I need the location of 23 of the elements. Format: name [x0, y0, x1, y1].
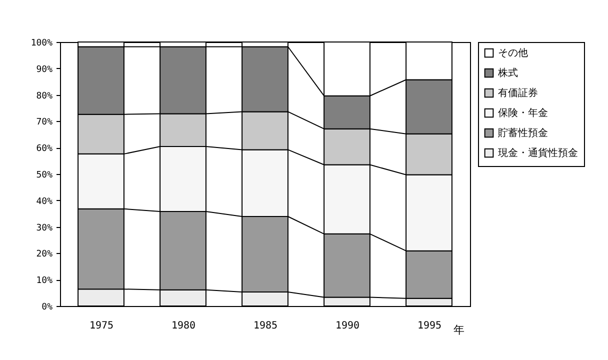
- y-tick-label: 60%: [36, 144, 54, 154]
- legend-label: 保険・年金: [498, 107, 548, 119]
- y-tick-label: 100%: [30, 38, 54, 48]
- y-tick-label: 40%: [36, 196, 54, 207]
- legend-label: 現金・通貨性預金: [498, 147, 578, 159]
- legend-label: 貯蓄性預金: [498, 127, 548, 139]
- x-tick-label: 1990: [335, 320, 360, 332]
- legend-label: その他: [498, 47, 528, 59]
- y-tick-label: 30%: [36, 223, 54, 234]
- y-tick-label: 50%: [36, 170, 54, 180]
- x-tick-label: 1995: [417, 320, 442, 332]
- x-tick-label: 1975: [89, 320, 114, 332]
- x-tick-label: 1985: [253, 320, 278, 332]
- y-tick-label: 10%: [36, 276, 54, 286]
- legend-label: 有価証券: [498, 87, 538, 99]
- legend-label: 株式: [497, 67, 518, 79]
- x-axis-title: 年: [454, 324, 464, 336]
- x-tick-label: 1980: [171, 320, 196, 332]
- y-tick-label: 20%: [36, 250, 54, 260]
- y-tick-label: 0%: [42, 302, 54, 312]
- y-tick-label: 90%: [36, 64, 54, 75]
- y-tick-label: 70%: [36, 118, 54, 128]
- y-tick-label: 80%: [36, 91, 54, 102]
